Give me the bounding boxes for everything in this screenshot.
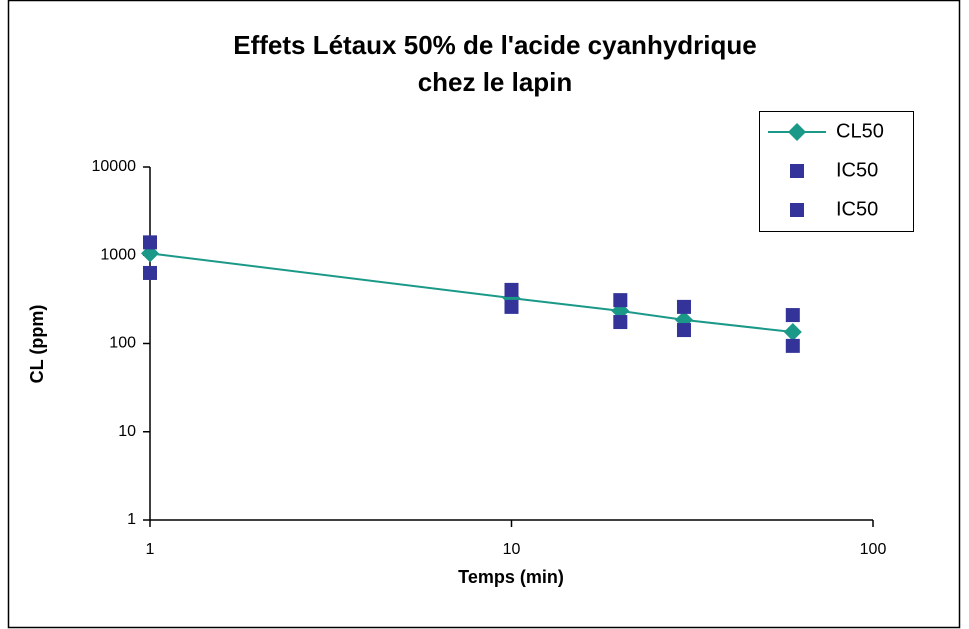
x-axis-label: Temps (min) [458,567,564,587]
legend-marker [790,203,804,217]
legend-label: IC50 [836,198,878,220]
data-point [676,323,691,338]
y-axis-label: CL (ppm) [27,305,47,384]
legend-label: IC50 [836,159,878,181]
chart-border [7,0,961,629]
chart-title: Effets Létaux 50% de l'acide cyanhydriqu… [233,30,756,60]
data-point [143,235,157,250]
data-point [143,265,157,280]
data-point [613,315,628,330]
x-tick-label: 100 [860,541,887,558]
data-point [783,322,802,341]
y-tick-label: 10 [118,423,136,440]
y-tick-label: 10000 [92,158,137,175]
y-tick-label: 1 [127,511,136,528]
y-tick-label: 1000 [100,246,136,263]
legend-marker [790,164,804,178]
data-point [504,299,519,314]
x-tick-label: 1 [146,541,155,558]
legend-label: CL50 [836,120,884,142]
data-point [785,338,800,353]
x-tick-label: 10 [503,541,521,558]
data-point [676,299,691,314]
data-point [504,282,519,297]
data-point [613,293,628,308]
y-tick-label: 100 [109,335,136,352]
legend-marker [788,123,806,141]
chart-title: chez le lapin [418,67,573,97]
data-point [785,308,800,323]
